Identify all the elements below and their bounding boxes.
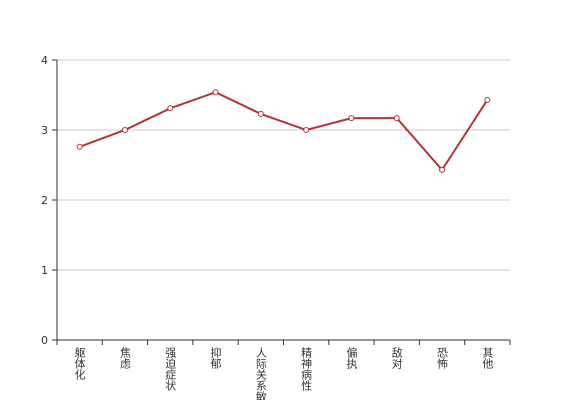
point [303, 127, 310, 133]
x-tick-label: 敌对 [390, 346, 403, 369]
x-tick-label: 强迫症状 [164, 347, 177, 391]
x-tick-label: 恐怖 [436, 347, 449, 369]
point [484, 96, 491, 103]
y-tick-label: 4 [41, 54, 48, 67]
line [79, 91, 489, 172]
x-tick-label: 躯体化 [73, 347, 86, 381]
point [348, 115, 355, 122]
x-tick-label: 抑郁 [209, 346, 222, 369]
x-tick-label: 精神病性 [300, 347, 313, 392]
x-tick-label: 焦虑 [118, 347, 131, 369]
y-tick-label: 0 [41, 334, 48, 347]
point [257, 110, 264, 117]
y-tick-label: 1 [41, 264, 48, 277]
point [76, 143, 83, 150]
point [393, 115, 400, 122]
point [167, 105, 174, 112]
point [212, 89, 219, 96]
point [439, 166, 446, 173]
y-tick-label: 3 [41, 124, 48, 137]
x-tick-label: 其他 [481, 347, 494, 369]
x-tick-label: 偏执 [345, 346, 358, 370]
point [121, 127, 128, 133]
y-tick-label: 2 [41, 194, 48, 207]
x-tick-label: 人际关系敏感 [254, 347, 267, 400]
